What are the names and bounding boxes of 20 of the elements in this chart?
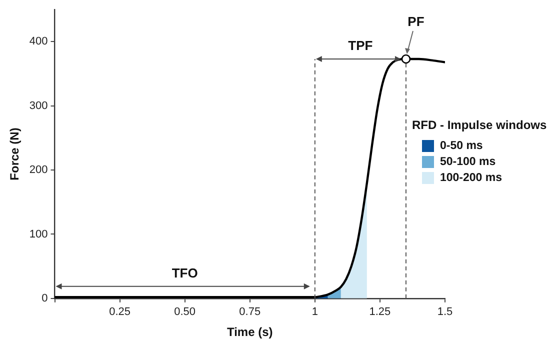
x-axis-title: Time (s) <box>226 325 273 340</box>
y-tick-label: 300 <box>29 100 48 112</box>
x-tick-label: 1.5 <box>437 306 453 318</box>
x-tick-label: 0.25 <box>109 306 131 318</box>
y-axis-title: Force (N) <box>8 128 22 180</box>
legend-label: 100-200 ms <box>440 172 502 184</box>
x-tick-label: 1 <box>312 306 318 318</box>
x-tick-label: 0.50 <box>174 306 196 318</box>
legend-label: 50-100 ms <box>440 156 496 168</box>
x-tick-label: 0.75 <box>239 306 261 318</box>
legend-label: 0-50 ms <box>440 140 483 152</box>
x-tick-label: 1.25 <box>369 306 391 318</box>
annotation: TFO <box>172 265 198 280</box>
annotation: TPF <box>348 38 373 54</box>
y-tick-label: 0 <box>42 292 48 304</box>
y-tick-label: 200 <box>29 164 48 176</box>
annotation: PF <box>408 14 424 30</box>
legend-title: RFD - Impulse windows <box>412 118 547 132</box>
y-tick-label: 400 <box>29 36 48 48</box>
y-tick-label: 100 <box>29 228 48 240</box>
